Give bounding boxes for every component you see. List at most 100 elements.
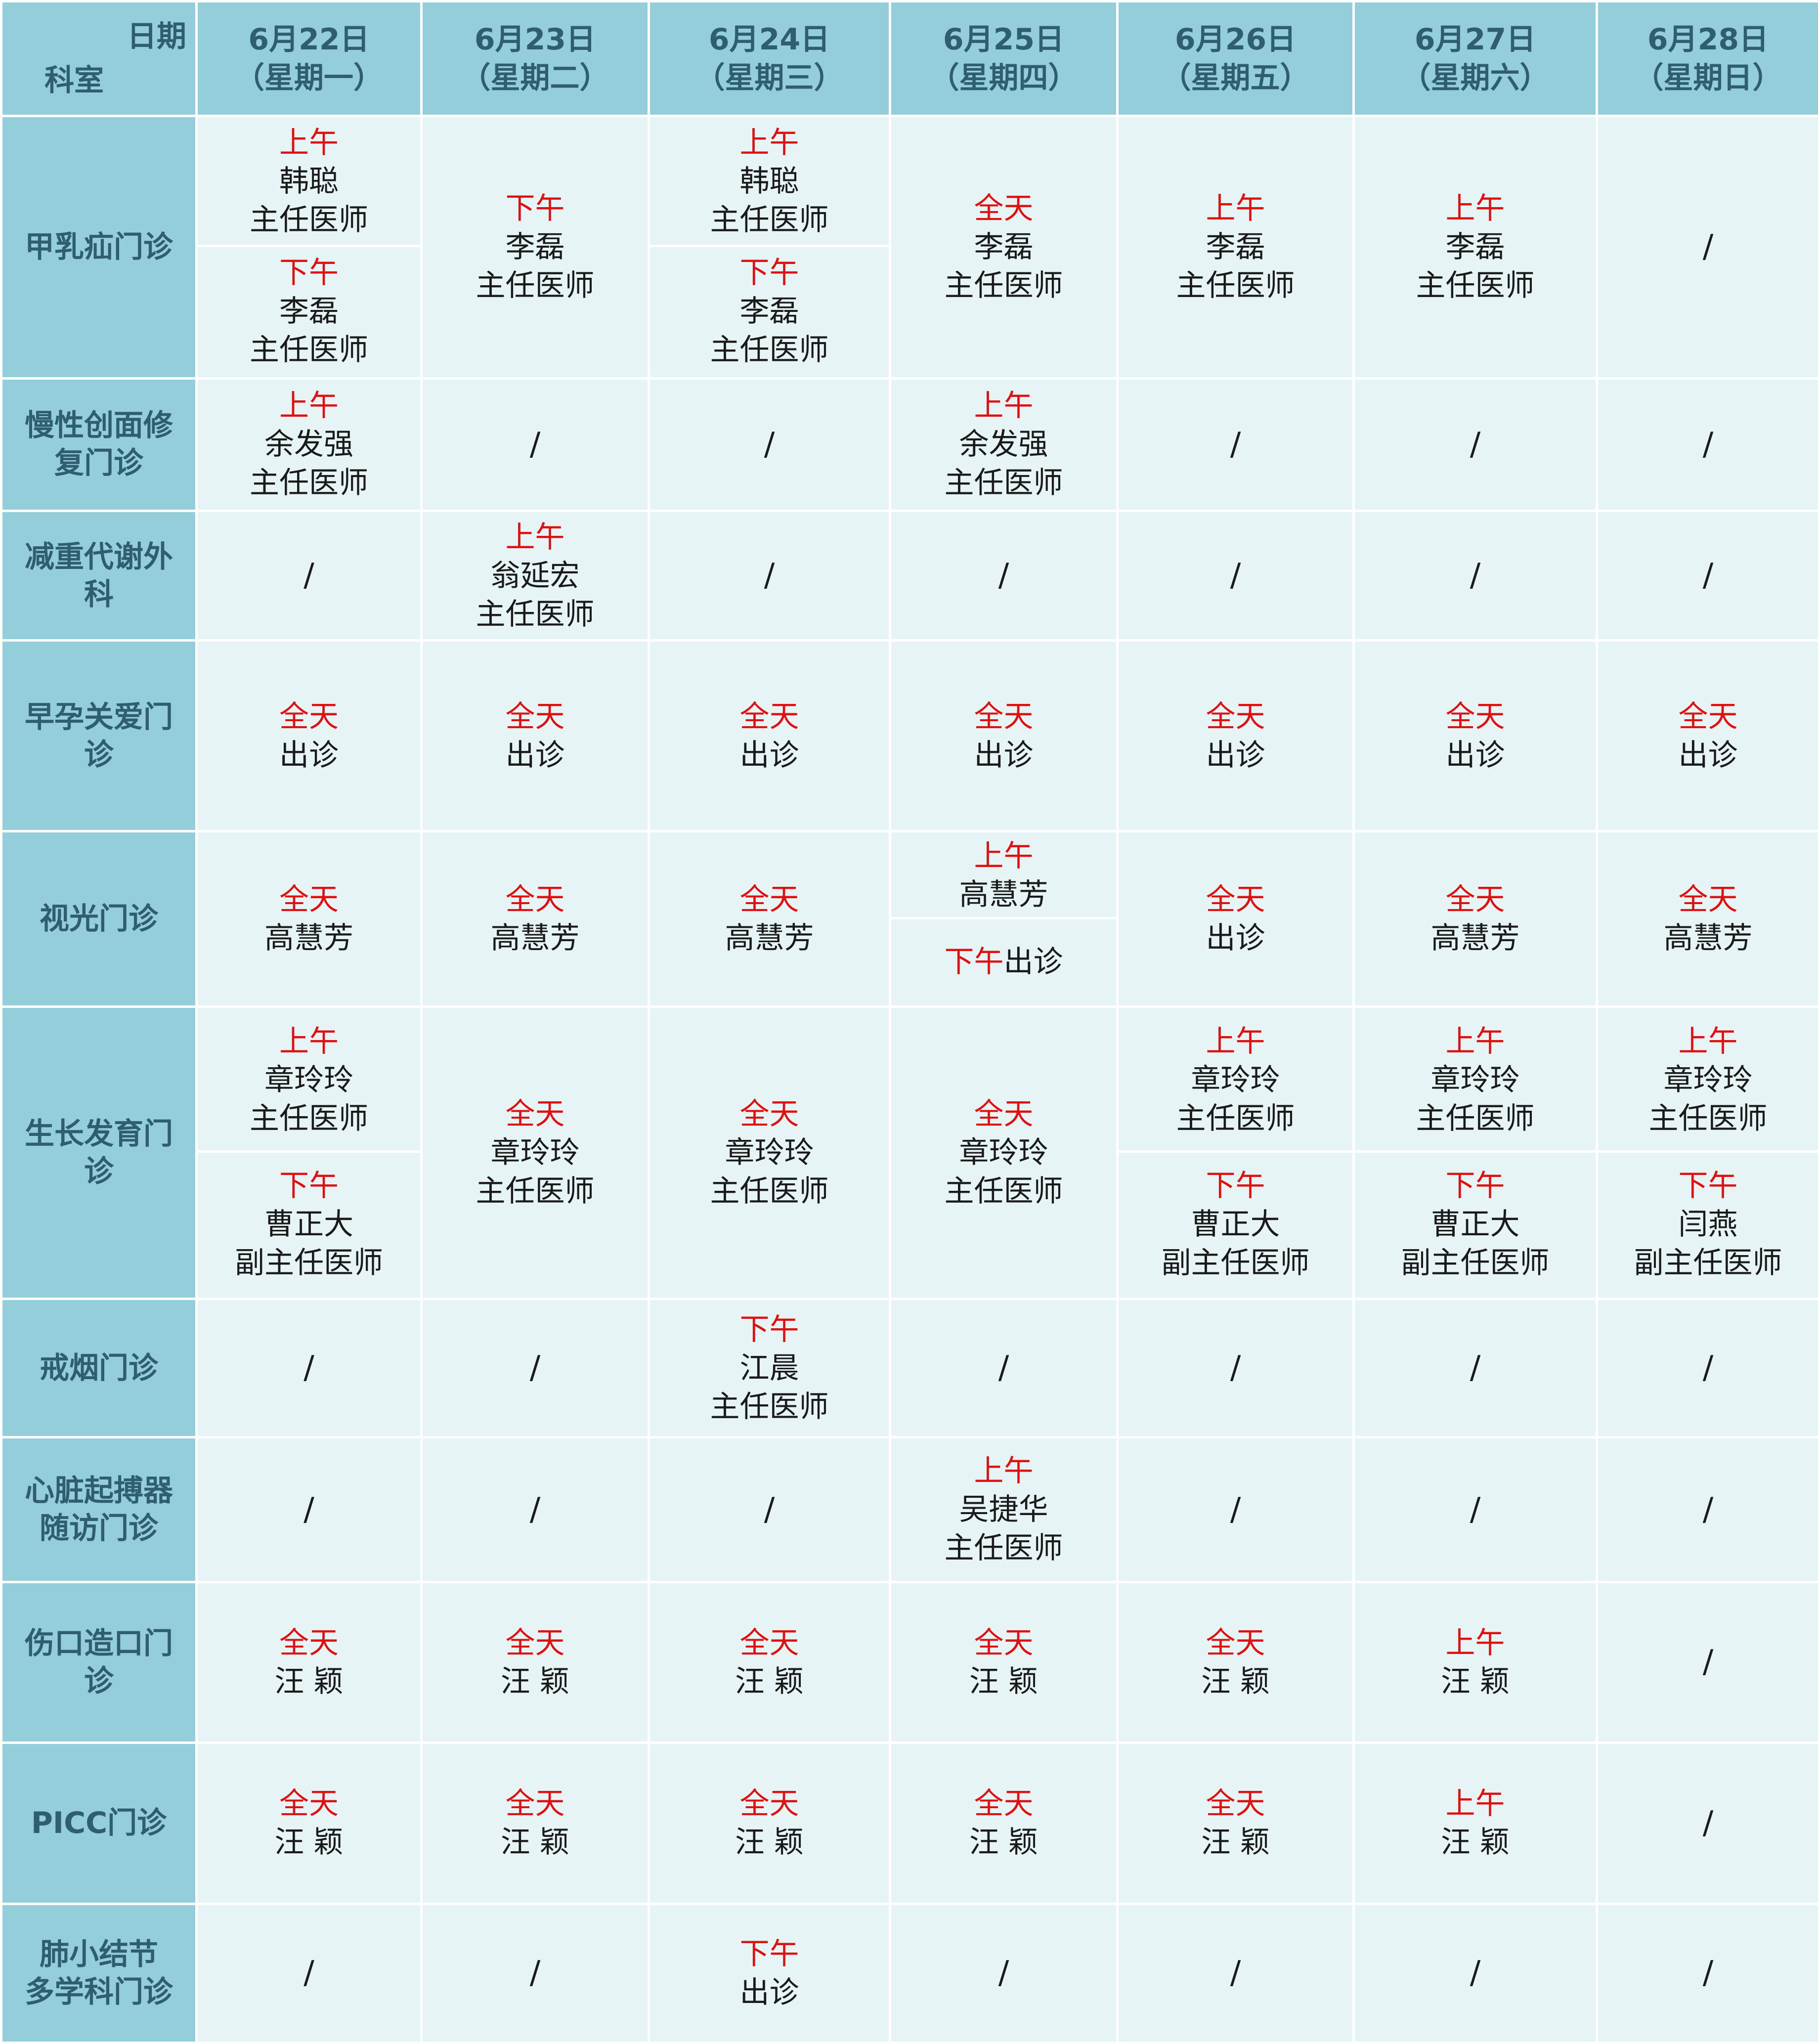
session-detail: 曹正大: [264, 1207, 353, 1242]
session-detail: 主任医师: [1416, 1101, 1535, 1136]
date-label: 6月27日: [1414, 22, 1536, 57]
no-clinic-cell: /: [420, 377, 650, 513]
department-name: PICC门诊: [0, 1741, 198, 1905]
afternoon-session: 下午 闫燕 副主任医师: [1598, 1153, 1818, 1296]
session-cell: 全天汪 颖: [420, 1580, 650, 1744]
no-clinic-mark: /: [998, 1349, 1009, 1387]
split-session-cell: 上午 高慧芳下午出诊: [889, 829, 1119, 1008]
department-name: 慢性创面修 复门诊: [0, 377, 198, 513]
morning-session: 上午 高慧芳: [891, 834, 1116, 919]
session-detail: 主任医师: [710, 332, 829, 367]
date-header: 6月26日 （星期五）: [1116, 0, 1355, 117]
no-clinic-mark: /: [1702, 426, 1714, 463]
session-period: 上午: [974, 838, 1034, 873]
no-clinic-cell: /: [1116, 510, 1355, 642]
session-detail: 章玲玲: [725, 1135, 814, 1171]
session-period: 上午: [279, 126, 339, 161]
session-period: 全天: [1445, 699, 1505, 734]
session-detail: 闫燕: [1678, 1207, 1738, 1242]
session-cell: 全天汪 颖: [195, 1741, 423, 1905]
department-name-line: 诊: [84, 737, 114, 772]
session-detail: 章玲玲: [1191, 1062, 1280, 1097]
department-name: 减重代谢外科: [0, 510, 198, 642]
session-period: 上午: [1445, 191, 1505, 226]
split-session-cell: 上午 章玲玲 主任医师 下午 闫燕 副主任医师: [1596, 1005, 1818, 1301]
session-detail: 主任医师: [1648, 1101, 1768, 1136]
session-detail: 韩聪: [279, 164, 339, 199]
session-period: 下午: [739, 255, 799, 290]
morning-session: 上午 章玲玲 主任医师: [1119, 1009, 1352, 1153]
no-clinic-cell: /: [1352, 1902, 1598, 2044]
session-cell: 全天汪 颖: [889, 1580, 1119, 1744]
session-period: 上午: [1206, 191, 1265, 226]
header-row: 日期 科室 6月22日 （星期一） 6月23日 （星期二） 6月24日 （星期三） 6月25…: [0, 0, 1818, 117]
no-clinic-cell: /: [1596, 510, 1818, 642]
session-detail: 李磊: [1445, 229, 1505, 264]
date-label: 6月24日: [708, 22, 830, 57]
session-detail: 主任医师: [250, 466, 368, 501]
date-header: 6月28日 （星期日）: [1596, 0, 1818, 117]
corner-dept-label: 科室: [44, 63, 104, 98]
no-clinic-cell: /: [420, 1902, 650, 2044]
date-label: 6月25日: [943, 22, 1065, 57]
session-detail: 汪 颖: [735, 1664, 804, 1699]
department-name-line: 心脏起搏器: [25, 1474, 173, 1509]
session-period: 全天: [974, 699, 1034, 734]
department-name-line: 慢性创面修: [25, 408, 173, 443]
session-detail: 主任医师: [710, 1389, 829, 1424]
date-header: 6月24日 （星期三）: [648, 0, 891, 117]
session-period: 下午: [1445, 1169, 1505, 1204]
session-period: 上午: [505, 520, 565, 555]
session-period: 全天: [1206, 882, 1265, 917]
afternoon-inline: 下午出诊: [945, 943, 1063, 981]
corner-header: 日期 科室: [0, 0, 198, 117]
session-detail: 主任医师: [1176, 1101, 1295, 1136]
session-detail: 汪 颖: [500, 1664, 570, 1699]
session-detail: 出诊: [1678, 738, 1738, 773]
session-detail: 主任医师: [1416, 268, 1535, 303]
date-label: 6月28日: [1647, 22, 1769, 57]
no-clinic-cell: /: [195, 1436, 423, 1583]
morning-session: 上午 章玲玲 主任医师: [198, 1009, 420, 1153]
department-name: 伤口造口门诊: [0, 1580, 198, 1744]
no-clinic-mark: /: [1470, 426, 1481, 463]
department-name-line: 诊: [84, 1154, 114, 1189]
session-period: 上午: [1445, 1786, 1505, 1822]
weekday-label: （星期四）: [929, 60, 1078, 95]
session-detail: 高慧芳: [1430, 921, 1520, 956]
session-period: 全天: [739, 1625, 799, 1660]
department-name: 心脏起搏器 随访门诊: [0, 1436, 198, 1583]
session-detail: 章玲玲: [264, 1062, 353, 1097]
department-name-line: 复门诊: [54, 446, 143, 481]
session-detail: 副主任医师: [1401, 1246, 1550, 1281]
department-name-line: 甲乳疝门诊: [25, 229, 173, 264]
session-period: 全天: [1678, 882, 1738, 917]
session-period: 全天: [505, 1097, 565, 1132]
no-clinic-cell: /: [648, 1436, 891, 1583]
no-clinic-mark: /: [1230, 557, 1241, 594]
department-row: 视光门诊 全天 高慧芳 全天 高慧芳 全天 高慧芳 上午 高慧芳 下午出诊 全天 出诊 全天 高慧芳 全天高…: [0, 829, 1818, 1008]
no-clinic-mark: /: [764, 426, 775, 463]
corner-date-label: 日期: [127, 19, 186, 54]
date-label: 6月26日: [1174, 22, 1297, 57]
session-detail: 出诊: [1003, 944, 1063, 979]
session-detail: 汪 颖: [274, 1825, 344, 1860]
session-period: 上午: [1206, 1024, 1265, 1059]
session-detail: 曹正大: [1430, 1207, 1520, 1242]
session-cell: 下午 出诊: [648, 1902, 891, 2044]
department-name-line: 诊: [84, 1663, 114, 1698]
session-period: 全天: [505, 1786, 565, 1822]
session-cell: 全天 章玲玲 主任医师: [648, 1005, 891, 1301]
session-period: 全天: [1206, 1625, 1265, 1660]
session-detail: 翁延宏: [490, 558, 580, 593]
session-detail: 出诊: [739, 1975, 799, 2010]
weekday-label: （星期一）: [235, 60, 383, 95]
weekday-label: （星期日）: [1634, 60, 1782, 95]
session-detail: 汪 颖: [735, 1825, 804, 1860]
department-row: PICC门诊 全天汪 颖全天汪 颖全天汪 颖全天汪 颖全天汪 颖上午汪 颖 /: [0, 1741, 1818, 1905]
no-clinic-mark: /: [1470, 1955, 1481, 1992]
afternoon-session: 下午 李磊 主任医师: [650, 247, 889, 376]
session-period: 全天: [974, 1786, 1034, 1822]
session-period: 全天: [505, 1625, 565, 1660]
no-clinic-cell: /: [195, 1902, 423, 2044]
